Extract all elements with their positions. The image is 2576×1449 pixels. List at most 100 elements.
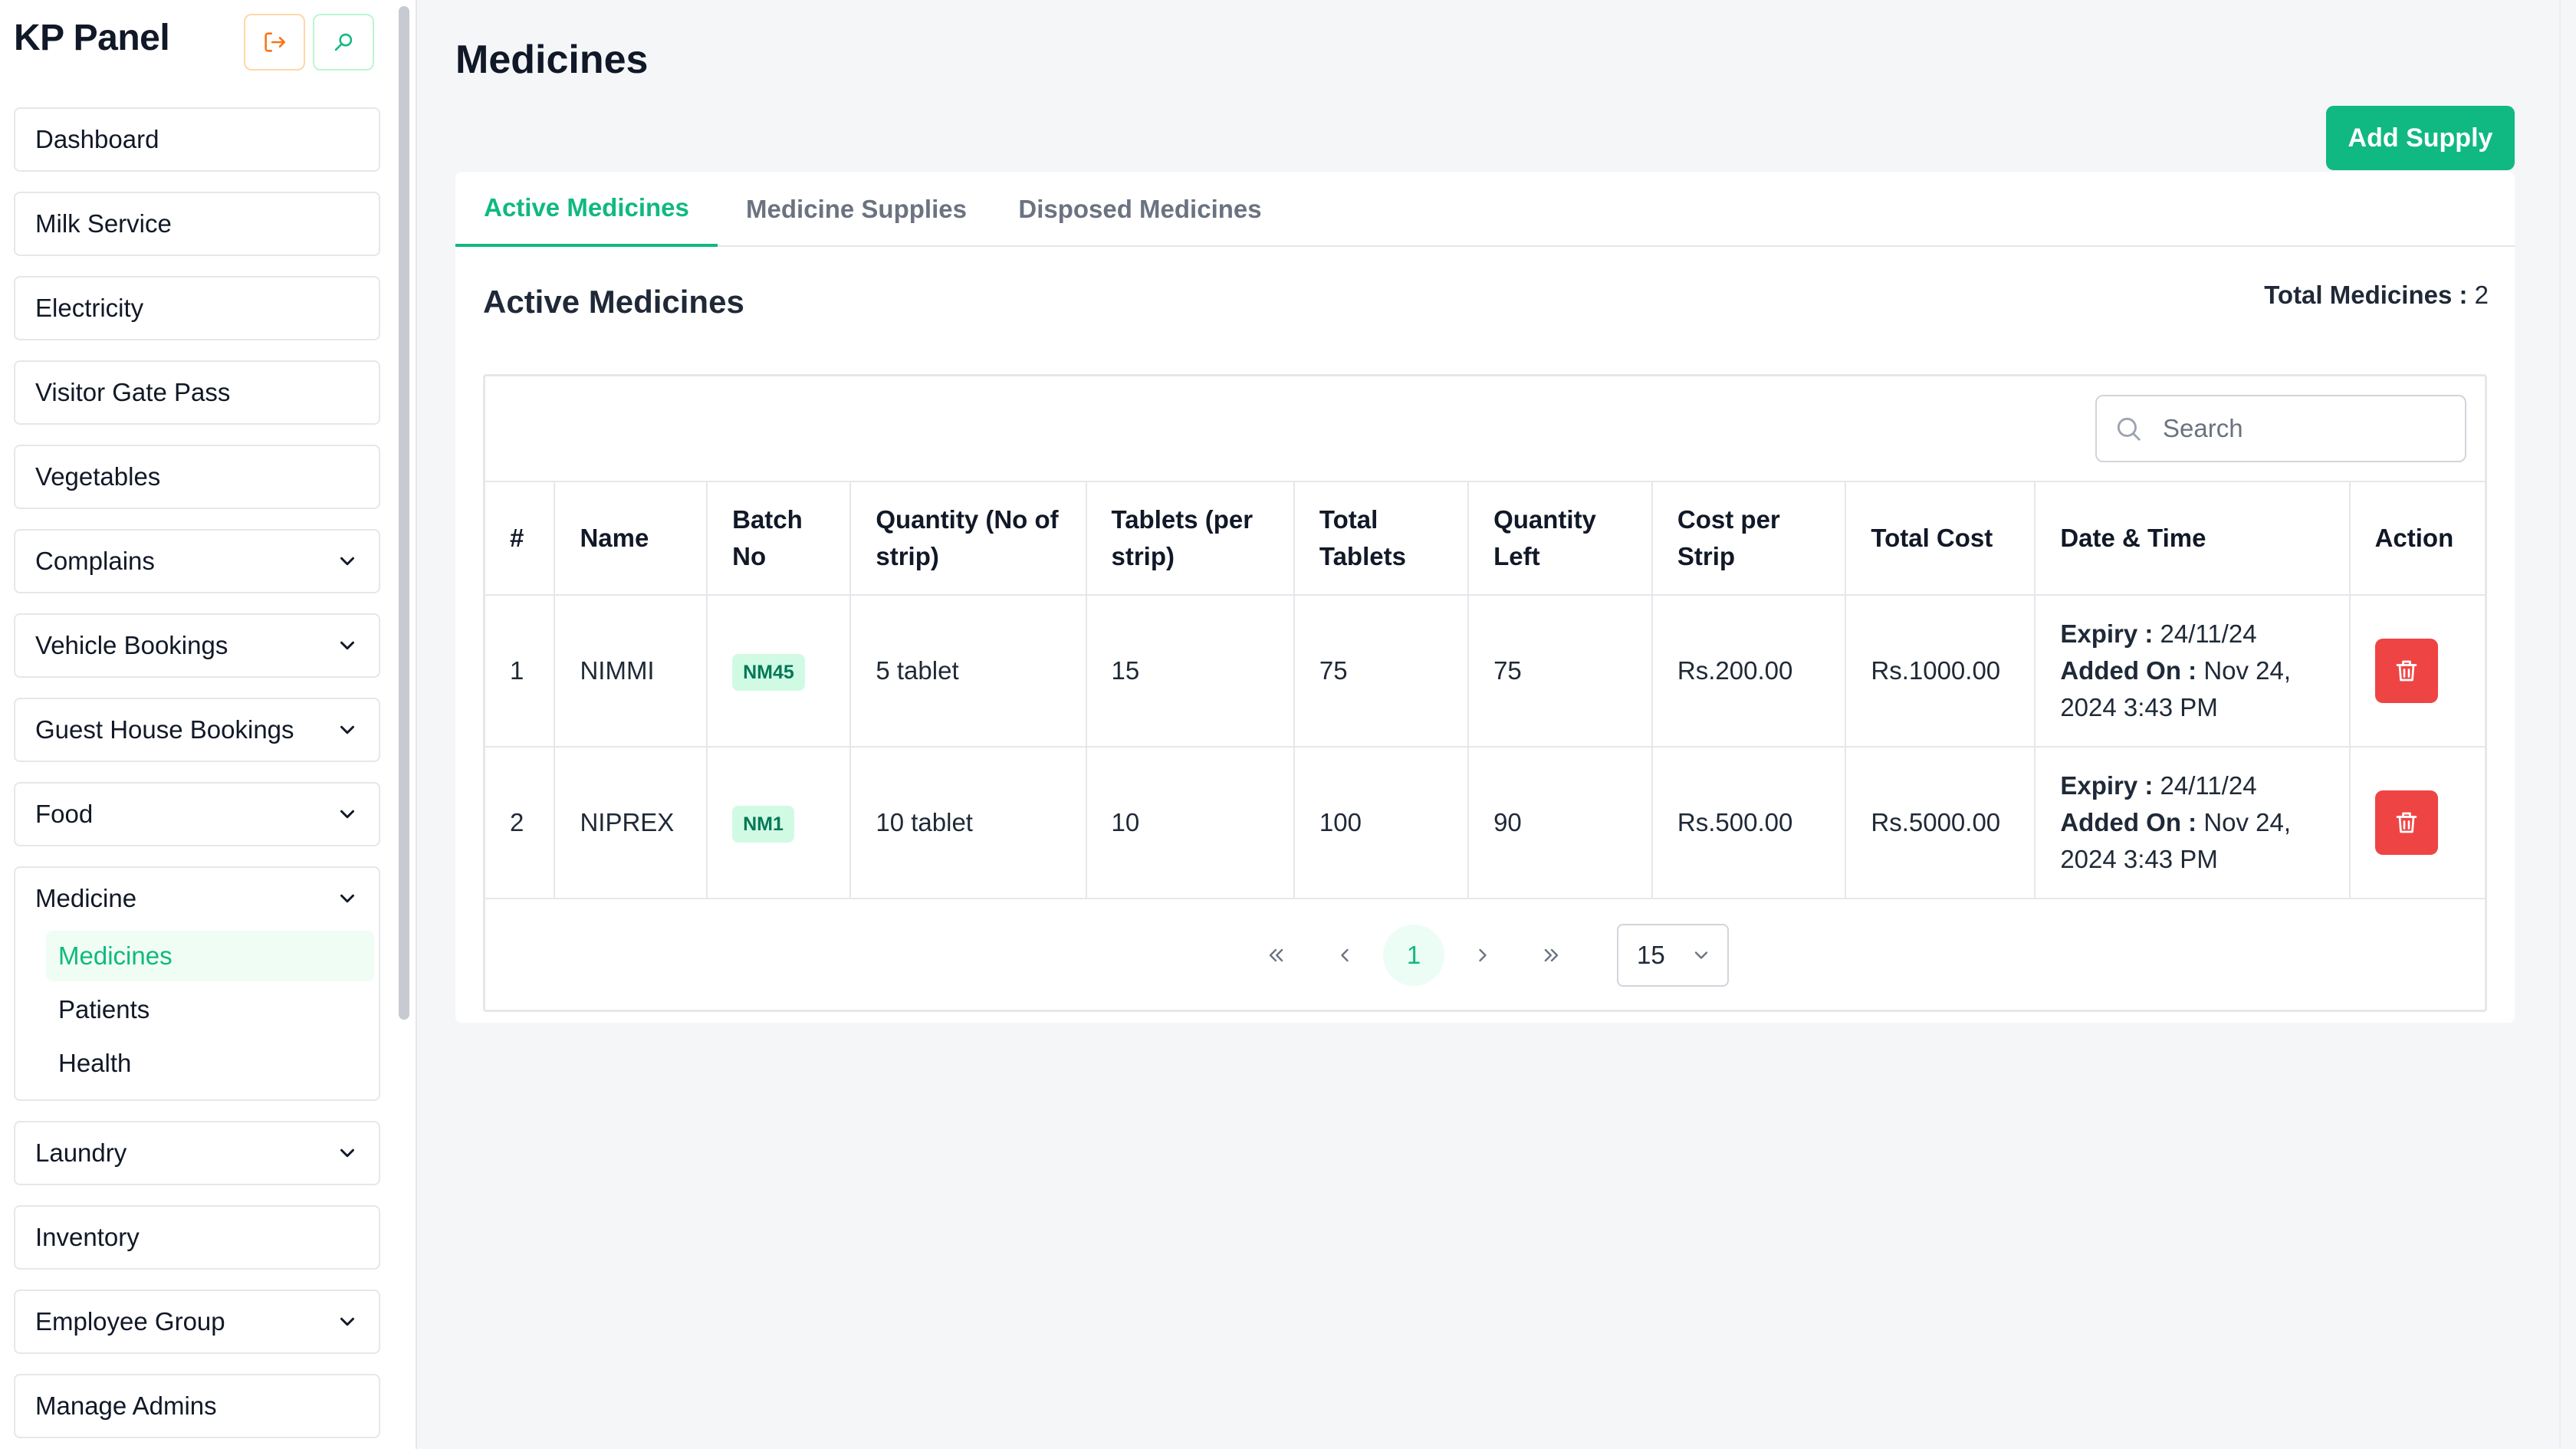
sidebar-scrollbar[interactable] <box>399 6 409 1020</box>
first-page-button[interactable] <box>1245 925 1306 986</box>
column-header-date-time: Date & Time <box>2035 481 2351 595</box>
cell-per-strip: 10 <box>1086 747 1295 899</box>
sidebar-item-label: Manage Admins <box>35 1392 217 1420</box>
expiry-value: 24/11/24 <box>2160 619 2257 648</box>
total-medicines: Total Medicines : 2 <box>2264 281 2489 310</box>
next-page-button[interactable] <box>1452 925 1513 986</box>
expiry-label: Expiry : <box>2060 619 2154 648</box>
main-scrollbar[interactable] <box>2559 0 2576 1449</box>
medicines-table: # Name Batch No Quantity (No of strip) T… <box>485 481 2485 899</box>
column-header-action: Action <box>2374 524 2454 552</box>
sidebar-item-employee-group[interactable]: Employee Group <box>14 1290 380 1354</box>
cell-total-tablets: 75 <box>1293 595 1470 747</box>
cell-total-tablets: 100 <box>1293 747 1470 899</box>
added-on-value: Nov 24, 2024 3:43 PM <box>2060 808 2292 873</box>
sidebar-item-manage-admins[interactable]: Manage Admins <box>14 1374 380 1438</box>
cell-action <box>2350 747 2485 899</box>
logout-icon <box>264 32 286 52</box>
sidebar-item-medicine[interactable]: Medicine <box>15 868 379 929</box>
search-icon <box>2117 417 2141 441</box>
column-header-batch-no: Batch No <box>707 481 852 595</box>
column-header-total-cost: Total Cost <box>1845 481 2036 595</box>
chevron-down-icon <box>336 887 359 910</box>
cell-index: 2 <box>485 747 556 899</box>
sidebar-item-complains[interactable]: Complains <box>14 529 380 593</box>
chevron-right-icon <box>1479 948 1487 962</box>
main-content: Medicines Add Supply Active Medicines Me… <box>419 0 2558 1449</box>
cell-total-cost: Rs.1000.00 <box>1845 595 2036 747</box>
last-page-button[interactable] <box>1521 925 1582 986</box>
page-button-current[interactable]: 1 <box>1383 925 1444 986</box>
chevron-down-icon <box>336 550 359 573</box>
chevron-down-icon <box>336 634 359 657</box>
delete-button[interactable] <box>2374 639 2438 703</box>
prev-page-button[interactable] <box>1314 925 1375 986</box>
chevron-down-icon <box>1694 951 1708 959</box>
cell-quantity: 5 tablet <box>850 595 1087 747</box>
sidebar-item-label: Dashboard <box>35 125 159 153</box>
cell-cost-per-strip: Rs.500.00 <box>1651 747 1847 899</box>
expiry-value: 24/11/24 <box>2160 771 2257 800</box>
add-supply-button[interactable]: Add Supply <box>2326 106 2515 170</box>
cell-batch: NM1 <box>707 747 852 899</box>
sidebar-item-dashboard[interactable]: Dashboard <box>14 107 380 172</box>
sidebar-item-vegetables[interactable]: Vegetables <box>14 445 380 509</box>
sidebar-item-laundry[interactable]: Laundry <box>14 1121 380 1185</box>
page-title: Medicines <box>455 38 649 82</box>
column-header-quantity-left: Quantity Left <box>1468 481 1653 595</box>
sidebar-subitem-health[interactable]: Health <box>58 1049 132 1077</box>
sidebar-item-milk-service[interactable]: Milk Service <box>14 192 380 256</box>
sidebar-header: KP Panel <box>14 14 376 75</box>
cell-batch: NM45 <box>707 595 852 747</box>
tab-disposed-medicines[interactable]: Disposed Medicines <box>1018 195 1262 223</box>
sidebar-item-food[interactable]: Food <box>14 782 380 846</box>
sidebar-item-visitor-gate-pass[interactable]: Visitor Gate Pass <box>14 360 380 425</box>
sidebar-item-label: Inventory <box>35 1223 140 1251</box>
added-on-label: Added On : <box>2060 656 2197 685</box>
sidebar-group-medicine: Medicine Medicines Patients Health <box>14 866 380 1101</box>
tab-medicine-supplies[interactable]: Medicine Supplies <box>746 195 967 223</box>
sidebar-item-label: Electricity <box>35 294 144 322</box>
search-input[interactable] <box>2163 414 2454 443</box>
total-medicines-value: 2 <box>2474 281 2489 309</box>
chevrons-left-icon <box>1269 948 1283 962</box>
tab-active-medicines[interactable]: Active Medicines <box>455 172 718 247</box>
cell-per-strip: 15 <box>1086 595 1295 747</box>
table-container: # Name Batch No Quantity (No of strip) T… <box>483 374 2487 1012</box>
per-page-value: 15 <box>1637 941 1665 969</box>
sidebar-item-electricity[interactable]: Electricity <box>14 276 380 340</box>
section-title: Active Medicines <box>483 284 744 320</box>
added-on-label: Added On : <box>2060 808 2197 836</box>
sidebar-item-label: Laundry <box>35 1138 127 1167</box>
total-medicines-label: Total Medicines : <box>2264 281 2468 309</box>
logout-button[interactable] <box>244 14 305 71</box>
expiry-label: Expiry : <box>2060 771 2154 800</box>
per-page-select[interactable]: 15 <box>1617 924 1729 987</box>
cell-quantity-left: 90 <box>1468 747 1653 899</box>
chevron-left-icon <box>1341 948 1349 962</box>
delete-button[interactable] <box>2374 790 2438 855</box>
trash-icon <box>2396 660 2417 682</box>
cell-quantity-left: 75 <box>1468 595 1653 747</box>
sidebar-item-vehicle-bookings[interactable]: Vehicle Bookings <box>14 613 380 678</box>
sidebar-item-inventory[interactable]: Inventory <box>14 1205 380 1270</box>
sidebar-item-label: Vegetables <box>35 462 161 491</box>
sidebar-subitem-medicines[interactable]: Medicines <box>46 931 374 981</box>
sidebar-item-label: Visitor Gate Pass <box>35 378 231 406</box>
cell-cost-per-strip: Rs.200.00 <box>1651 595 1847 747</box>
sidebar-item-label: Milk Service <box>35 209 172 238</box>
sidebar-nav: Dashboard Milk Service Electricity Visit… <box>14 107 380 1449</box>
sidebar-subitem-patients[interactable]: Patients <box>58 995 150 1024</box>
sidebar-item-label: Medicine <box>35 884 137 912</box>
chevron-down-icon <box>336 1310 359 1333</box>
cell-total-cost: Rs.5000.00 <box>1845 747 2036 899</box>
sidebar-search-button[interactable] <box>313 14 374 71</box>
table-row: 2 NIPREX NM1 10 tablet 10 100 90 Rs.500.… <box>485 747 2485 899</box>
column-header-tablets-per-strip: Tablets (per strip) <box>1086 481 1295 595</box>
cell-action <box>2350 595 2485 747</box>
cell-name: NIMMI <box>554 595 708 747</box>
batch-badge: NM45 <box>732 653 805 691</box>
brand-title: KP Panel <box>14 18 170 58</box>
added-on-value: Nov 24, 2024 3:43 PM <box>2060 656 2292 721</box>
sidebar-item-guest-house-bookings[interactable]: Guest House Bookings <box>14 698 380 762</box>
